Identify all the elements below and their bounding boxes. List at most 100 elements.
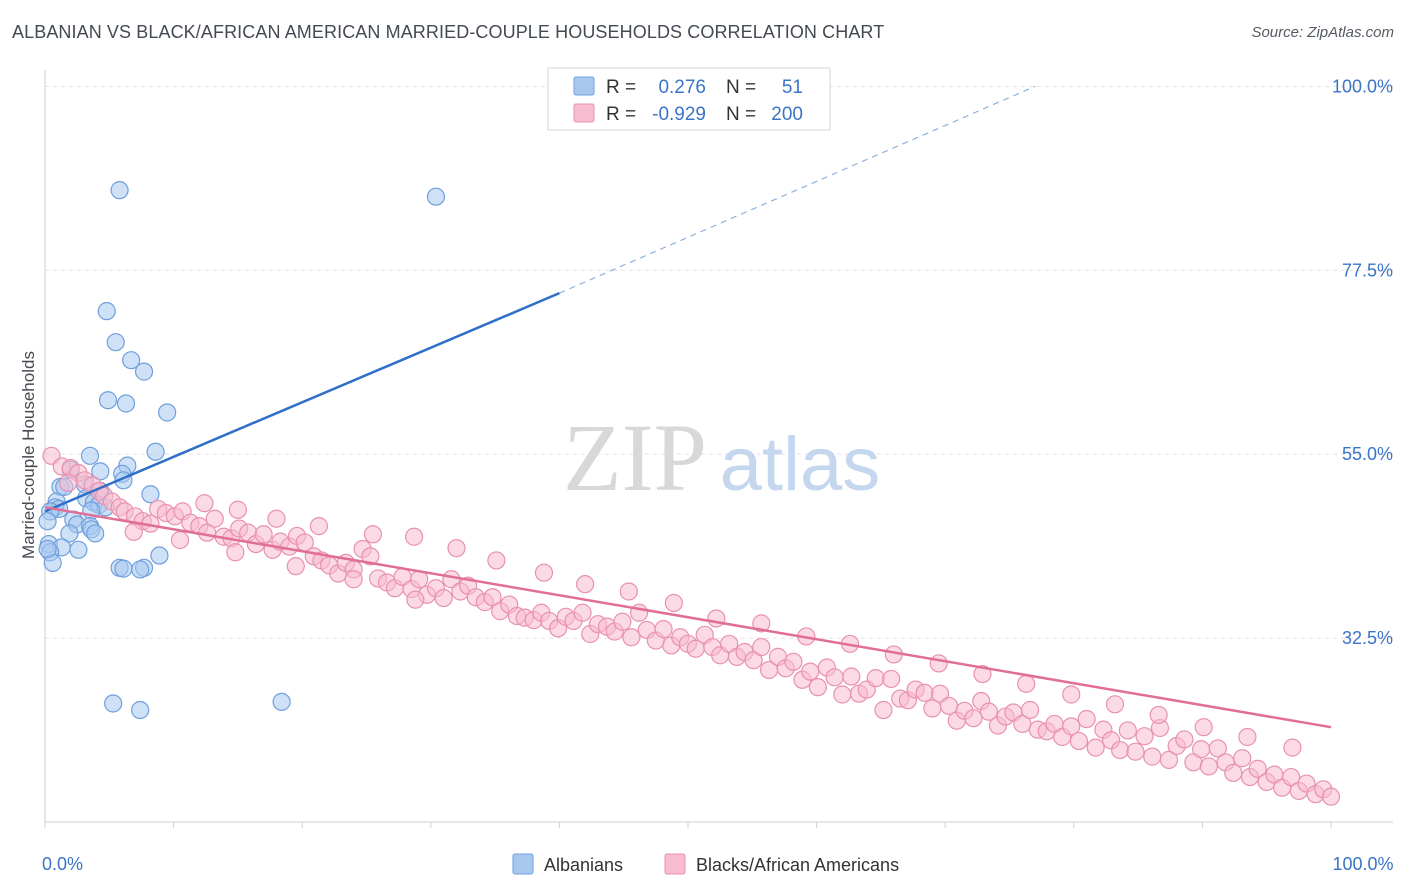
x-tick-label: 100.0% xyxy=(1332,854,1393,874)
data-point xyxy=(104,694,123,713)
data-point xyxy=(228,500,247,519)
data-point xyxy=(134,362,154,381)
data-point xyxy=(426,187,446,206)
data-point xyxy=(801,662,820,681)
legend-n-value: 200 xyxy=(771,104,803,125)
data-point xyxy=(622,628,641,647)
legend-swatch-albanians xyxy=(573,76,595,96)
axes xyxy=(44,70,1393,828)
data-point xyxy=(487,551,506,570)
data-point xyxy=(38,539,57,559)
data-point xyxy=(1233,749,1252,768)
data-point xyxy=(98,391,118,410)
data-point xyxy=(973,664,992,684)
data-point xyxy=(110,181,129,200)
data-point xyxy=(1069,731,1089,751)
data-point xyxy=(1110,740,1130,760)
y-tick-label: 100.0% xyxy=(1332,76,1393,96)
data-point xyxy=(1224,763,1243,783)
correlation-legend: R = 0.276 N = 51 R = -0.929 N = 200 xyxy=(547,67,831,131)
legend-r-label: R = xyxy=(606,77,636,98)
data-point xyxy=(707,609,726,628)
data-point xyxy=(664,593,683,613)
series-legend: Albanians Blacks/African Americans xyxy=(512,853,899,875)
data-point xyxy=(808,678,827,697)
data-point xyxy=(447,539,466,558)
data-point xyxy=(150,546,169,565)
data-point xyxy=(404,527,424,546)
x-tick-label: 0.0% xyxy=(42,854,83,874)
data-point xyxy=(1149,705,1168,725)
data-point xyxy=(106,333,125,352)
data-point xyxy=(882,669,901,689)
gridlines xyxy=(45,85,1393,639)
data-point xyxy=(613,612,632,631)
data-point xyxy=(205,509,224,528)
data-point xyxy=(534,563,554,582)
trend-line xyxy=(44,291,560,513)
trend-line-extension xyxy=(559,85,1036,294)
data-point xyxy=(654,619,673,639)
data-point xyxy=(141,485,160,504)
legend-n-label: N = xyxy=(726,104,756,125)
data-point xyxy=(91,462,110,481)
data-point xyxy=(1321,787,1341,806)
watermark: ZIP atlas xyxy=(563,404,880,511)
data-point xyxy=(1020,700,1040,720)
data-point xyxy=(434,588,453,608)
data-point xyxy=(406,590,425,609)
data-point xyxy=(146,442,165,461)
data-point xyxy=(874,700,893,720)
data-point xyxy=(363,525,383,544)
y-tick-label: 32.5% xyxy=(1342,628,1393,648)
y-axis-label: Married-couple Households xyxy=(19,351,38,559)
data-point xyxy=(979,702,999,721)
data-point xyxy=(1086,738,1105,757)
data-point xyxy=(929,654,948,673)
data-point xyxy=(576,575,595,594)
data-point xyxy=(116,394,136,413)
data-point xyxy=(842,667,861,686)
data-point xyxy=(825,668,844,687)
data-point xyxy=(97,302,116,321)
data-point xyxy=(1135,727,1154,746)
data-point xyxy=(272,692,291,711)
y-tick-label: 77.5% xyxy=(1342,260,1393,280)
data-point xyxy=(1077,709,1096,729)
data-point xyxy=(80,446,100,465)
data-point xyxy=(1062,685,1081,704)
data-point xyxy=(1159,750,1179,769)
legend-r-value: 0.276 xyxy=(658,77,706,98)
data-point xyxy=(131,560,150,579)
data-point xyxy=(1143,747,1162,766)
data-point xyxy=(1062,717,1081,736)
data-point xyxy=(1118,721,1137,740)
data-point xyxy=(866,669,885,688)
bottom-legend-label-albanians: Albanians xyxy=(544,855,623,875)
data-point xyxy=(60,524,79,543)
legend-r-label: R = xyxy=(606,104,636,125)
data-point xyxy=(344,570,363,589)
data-point xyxy=(361,547,380,566)
y-tick-label: 55.0% xyxy=(1342,444,1393,464)
data-point xyxy=(114,559,133,578)
data-point xyxy=(483,588,502,607)
data-point xyxy=(267,509,286,528)
data-point xyxy=(195,494,214,513)
data-point xyxy=(1248,759,1267,778)
data-point xyxy=(964,709,983,728)
data-point xyxy=(286,557,305,576)
chart-title: ALBANIAN VS BLACK/AFRICAN AMERICAN MARRI… xyxy=(12,22,885,42)
legend-n-label: N = xyxy=(726,77,756,98)
data-point xyxy=(1194,718,1213,737)
data-point xyxy=(131,700,150,720)
data-point xyxy=(1175,730,1194,749)
data-point xyxy=(1126,742,1145,761)
legend-swatch-blacks xyxy=(573,103,595,123)
data-point xyxy=(1199,757,1218,776)
watermark-zip: ZIP xyxy=(563,404,707,511)
data-point xyxy=(1017,674,1036,693)
data-point xyxy=(752,637,771,657)
data-point xyxy=(170,530,190,550)
y-tick-labels: 32.5% 55.0% 77.5% 100.0% xyxy=(1332,76,1393,648)
